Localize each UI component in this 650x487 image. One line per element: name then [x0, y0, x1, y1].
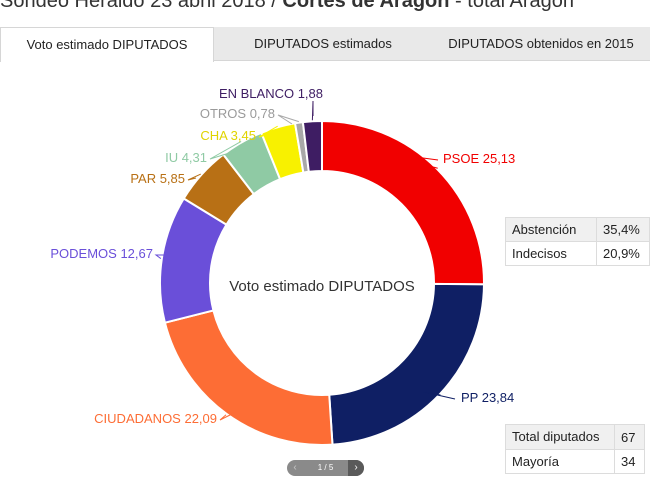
connector-par	[187, 173, 201, 181]
donut-slice-psoe[interactable]	[321, 119, 485, 286]
stats-table-top: Abstención 35,4% Indecisos 20,9%	[505, 217, 650, 266]
stats-value: 35,4%	[596, 217, 650, 242]
page-title: Sondeo Heraldo 23 abril 2018 / Cortes de…	[0, 0, 574, 14]
tab-bar: Voto estimado DIPUTADOS DIPUTADOS estima…	[0, 27, 650, 62]
stats-table-bottom: Total diputados 67 Mayoría 34	[505, 424, 645, 474]
stats-row-total: Total diputados 67	[505, 424, 645, 450]
title-suffix: - total Aragón	[449, 0, 575, 12]
connector-cha	[258, 125, 284, 138]
slice-label-ciudadanos: CIUDADANOS 22,09	[94, 411, 217, 426]
slice-label-iu: IU 4,31	[165, 150, 207, 165]
connector-podemos	[154, 254, 164, 259]
slice-label-otros: OTROS 0,78	[200, 106, 275, 121]
chart-pager: ‹ 1 / 5 ›	[287, 460, 364, 476]
tab-voto-estimado[interactable]: Voto estimado DIPUTADOS	[0, 27, 214, 62]
slice-label-pp: PP 23,84	[461, 390, 514, 405]
connector-pp	[423, 391, 456, 400]
title-regular: Sondeo Heraldo 23 abril 2018 /	[0, 0, 283, 12]
tab-diputados-estimados[interactable]: DIPUTADOS estimados	[254, 36, 392, 51]
connector-psoe	[377, 151, 439, 169]
title-bold: Cortes de Aragón	[282, 0, 450, 12]
tab-diputados-2015[interactable]: DIPUTADOS obtenidos en 2015	[448, 36, 634, 51]
stats-row-indecisos: Indecisos 20,9%	[505, 241, 650, 266]
stats-value: 20,9%	[596, 241, 650, 266]
pager-counter: 1 / 5	[317, 463, 334, 472]
donut-center-label: Voto estimado DIPUTADOS	[229, 278, 415, 295]
stats-label: Abstención	[505, 217, 597, 242]
stats-value: 67	[614, 424, 645, 450]
stats-label: Indecisos	[505, 241, 597, 266]
donut-slice-en-blanco[interactable]	[301, 119, 323, 173]
slice-label-podemos: PODEMOS 12,67	[50, 246, 153, 261]
stats-row-abstencion: Abstención 35,4%	[505, 217, 650, 242]
stats-label: Total diputados	[505, 424, 615, 450]
slice-label-par: PAR 5,85	[130, 171, 185, 186]
stats-label: Mayoría	[505, 449, 615, 474]
connector-iu	[209, 141, 253, 160]
chevron-left-icon[interactable]: ‹	[293, 462, 297, 473]
donut-slice-pp[interactable]	[328, 282, 486, 446]
connector-otros	[277, 114, 299, 125]
connector-ciudadanos	[219, 411, 237, 421]
connector-en-blanco	[311, 100, 314, 121]
slice-label-en-blanco: EN BLANCO 1,88	[219, 86, 323, 101]
slice-label-cha: CHA 3,45	[200, 128, 256, 143]
stats-row-mayoria: Mayoría 34	[505, 449, 645, 474]
chevron-right-icon[interactable]: ›	[348, 460, 364, 476]
stats-value: 34	[614, 449, 645, 474]
slice-label-psoe: PSOE 25,13	[443, 151, 515, 166]
